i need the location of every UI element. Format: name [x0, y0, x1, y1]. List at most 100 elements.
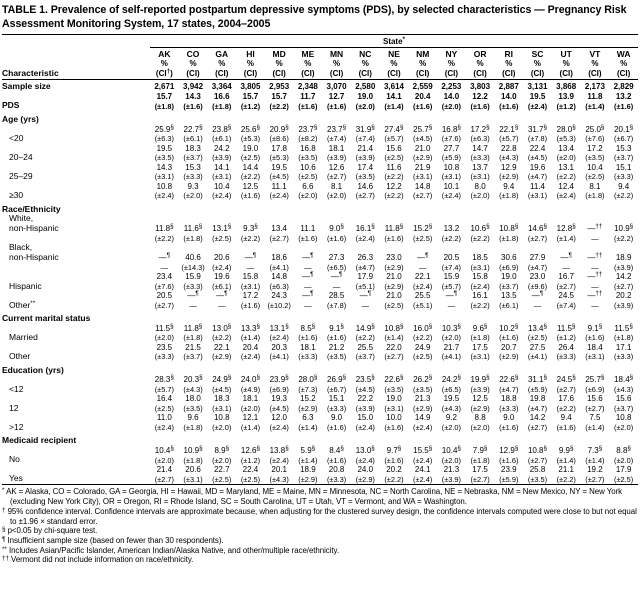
footnote-marker: § — [342, 374, 347, 382]
cell-value: 11.8§ — [183, 322, 203, 333]
data-cell: 17.2 (±3.5) — [581, 144, 610, 163]
table-row: PDS 15.7 (±1.8) 14.3 (±1.6) 16.6 (±1.8) 15.7 (±1… — [2, 92, 638, 111]
footnote-marker: § — [629, 374, 634, 382]
cell-ci: (±2.5) — [585, 172, 605, 182]
cell-value: 6.3 — [302, 413, 314, 423]
table-row: Sample size 2,671 3,942 3,364 3,805 2,953 2,34… — [2, 80, 638, 92]
cell-ci: (±1.4) — [585, 101, 605, 111]
footnote-marker: § — [457, 322, 461, 330]
data-cell: 14.9§ (±2.2) — [351, 323, 380, 343]
cell-ci: (±3.9) — [441, 474, 462, 484]
cell-value: 9.7§ — [386, 444, 402, 455]
cell-ci: (±2.7) — [556, 384, 576, 394]
cell-ci: (±7.8) — [326, 300, 347, 310]
cell-value: 11.8 — [587, 91, 603, 101]
data-cell: 13.1§ (±2.4) — [265, 323, 294, 343]
footnote-marker: § — [514, 444, 519, 452]
cell-value: 9.0 — [503, 413, 515, 423]
cell-ci: (±5.9) — [527, 384, 548, 394]
data-cell: 20.4 (±2.4) — [236, 343, 265, 362]
data-cell: 20.3 (±4.1) — [265, 343, 294, 362]
cell-ci: (±2.0) — [613, 422, 634, 432]
data-cell: 23.9§ (±6.9) — [265, 375, 294, 394]
data-cell: 8.8 (±2.0) — [466, 413, 495, 432]
cell-ci: (±7.4) — [556, 300, 576, 310]
cell-ci: (±1.4) — [298, 422, 318, 432]
cell-ci: (±2.0) — [470, 422, 490, 432]
data-cell: 13.9 (±1.2) — [552, 92, 581, 111]
cell-ci: (±2.2) — [384, 191, 404, 201]
cell-ci: (±1.4) — [556, 455, 576, 465]
cell-ci: (±3.9) — [355, 153, 375, 163]
footnote-marker: ¶ — [424, 252, 429, 260]
cell-value: 14.2 — [615, 272, 632, 282]
cell-value: 17.2§ — [470, 123, 490, 134]
cell-ci: (±1.4) — [240, 333, 261, 343]
data-cell: 3,364 — [211, 82, 232, 92]
cell-value: 22.7 — [213, 464, 230, 474]
cell-ci: (±2.4) — [527, 101, 548, 111]
cell-ci: (±4.3) — [613, 384, 634, 394]
cell-value: 15.2§ — [413, 223, 433, 234]
cell-value: 9.0 — [331, 413, 343, 423]
data-cell: 23.0 (±9.6) — [523, 272, 552, 291]
footnote-marker: † — [166, 67, 171, 75]
cell-value: 20.8 — [328, 464, 345, 474]
cell-value: 17.5 — [472, 342, 488, 352]
data-cell: 23.9 (±5.9) — [494, 465, 523, 485]
cell-ci: (±2.9) — [499, 172, 519, 182]
cell-value: 20.5 — [443, 253, 460, 263]
cell-value: 11.5§ — [556, 322, 576, 333]
footnote-marker: § — [428, 123, 433, 131]
row-label-line2: non-Hispanic — [9, 222, 59, 233]
row-label: No — [9, 454, 20, 465]
cell-value: 13.2 — [443, 224, 460, 234]
cell-value: 22.6§ — [499, 374, 519, 385]
cell-value: 16.8§ — [441, 123, 461, 134]
cell-ci: (±1.8) — [470, 455, 490, 465]
row-label: Yes — [9, 473, 23, 484]
cell-value: 31.7§ — [527, 123, 548, 134]
data-cell: 11.5§ (±1.2) — [552, 322, 581, 343]
table-row: White, non-Hispanic 11.8§ (±2.2) 11.6§ (±1.8)… — [2, 214, 638, 243]
data-cell: —†† — — [581, 214, 610, 243]
section-row: Current marital status — [2, 310, 638, 324]
cell-value: 12.2 — [472, 91, 488, 101]
data-cell: 22.1 (±2.4) — [408, 272, 437, 291]
data-cell: 15.6 (±2.5) — [380, 144, 409, 163]
cell-value: 18.4§ — [614, 374, 634, 385]
data-cell: 18.9 (±3.9) — [609, 243, 638, 272]
cell-value: 20.1§ — [614, 123, 634, 134]
cell-value: 25.0§ — [585, 123, 605, 134]
cell-ci: (±1.6) — [499, 455, 519, 465]
data-cell: 26.3 (±4.7) — [351, 243, 380, 272]
cell-ci: (±2.2) — [212, 333, 232, 343]
cell-value: 14.7 — [472, 143, 488, 153]
cell-value: 15.1 — [328, 394, 345, 404]
section-label: Education (yrs) — [2, 364, 64, 375]
cell-ci: (±2.5) — [240, 153, 261, 163]
table-row: >12 11.0 (±2.4) 9.6 (±1.8) 10.8 (±2.0) 12.1 (±1.… — [2, 413, 638, 432]
cell-ci: (±3.1) — [212, 403, 232, 413]
cell-ci: (±4.7) — [527, 403, 548, 413]
footnote-marker: § — [598, 322, 603, 330]
data-cell: 21.7 (±4.1) — [437, 343, 466, 362]
data-cell: 2,580 — [355, 82, 376, 92]
cell-value: —†† — [587, 252, 603, 263]
data-cell: 17.8 (±5.3) — [265, 144, 294, 163]
cell-value: 11.1 — [271, 181, 287, 191]
cell-value: 16.1 — [472, 291, 488, 301]
cell-value: 24.2§ — [441, 374, 461, 385]
data-cell: 5.9§ (±1.4) — [294, 445, 323, 465]
cell-ci: (±2.2) — [441, 233, 462, 243]
cell-value: 10.8§ — [527, 444, 548, 455]
footnote-marker: § — [483, 444, 488, 452]
data-cell: 16.6 (±1.8) — [207, 92, 236, 111]
cell-ci: (±3.1) — [384, 403, 404, 413]
cell-value: 25.7§ — [585, 374, 605, 385]
data-cell: 19.0 (±3.1) — [380, 394, 409, 413]
cell-ci: — — [160, 262, 169, 272]
cell-ci: (±2.9) — [413, 153, 433, 163]
data-cell: 19.5 (±4.5) — [265, 163, 294, 182]
data-cell: 19.0 (±3.7) — [494, 272, 523, 291]
